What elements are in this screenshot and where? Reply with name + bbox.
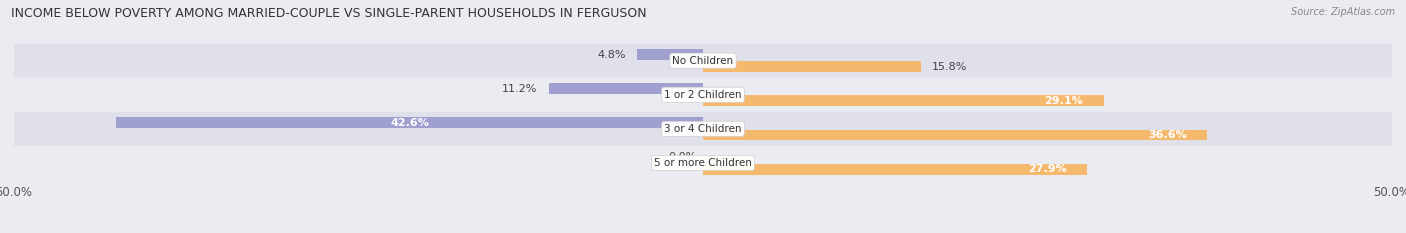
Bar bbox=[14, 44, 1392, 78]
Bar bbox=[703, 164, 1087, 175]
Bar bbox=[637, 49, 703, 60]
Text: 3 or 4 Children: 3 or 4 Children bbox=[664, 124, 742, 134]
Text: 15.8%: 15.8% bbox=[932, 62, 967, 72]
Legend: Married Couples, Single Parents: Married Couples, Single Parents bbox=[589, 230, 817, 233]
Bar bbox=[14, 112, 1392, 146]
Text: No Children: No Children bbox=[672, 56, 734, 66]
Text: 4.8%: 4.8% bbox=[598, 50, 626, 60]
Text: 1 or 2 Children: 1 or 2 Children bbox=[664, 90, 742, 100]
Text: 5 or more Children: 5 or more Children bbox=[654, 158, 752, 168]
Bar bbox=[703, 96, 1104, 106]
Text: 42.6%: 42.6% bbox=[389, 118, 429, 128]
Text: INCOME BELOW POVERTY AMONG MARRIED-COUPLE VS SINGLE-PARENT HOUSEHOLDS IN FERGUSO: INCOME BELOW POVERTY AMONG MARRIED-COUPL… bbox=[11, 7, 647, 20]
Bar bbox=[548, 83, 703, 94]
Bar bbox=[117, 117, 703, 128]
Text: 36.6%: 36.6% bbox=[1147, 130, 1187, 140]
Text: 27.9%: 27.9% bbox=[1028, 164, 1067, 174]
Bar bbox=[703, 130, 1208, 140]
Text: Source: ZipAtlas.com: Source: ZipAtlas.com bbox=[1291, 7, 1395, 17]
Bar bbox=[703, 61, 921, 72]
Bar bbox=[14, 78, 1392, 112]
Text: 11.2%: 11.2% bbox=[502, 84, 537, 94]
Bar bbox=[14, 146, 1392, 180]
Text: 0.0%: 0.0% bbox=[668, 152, 696, 162]
Text: 29.1%: 29.1% bbox=[1045, 96, 1083, 106]
